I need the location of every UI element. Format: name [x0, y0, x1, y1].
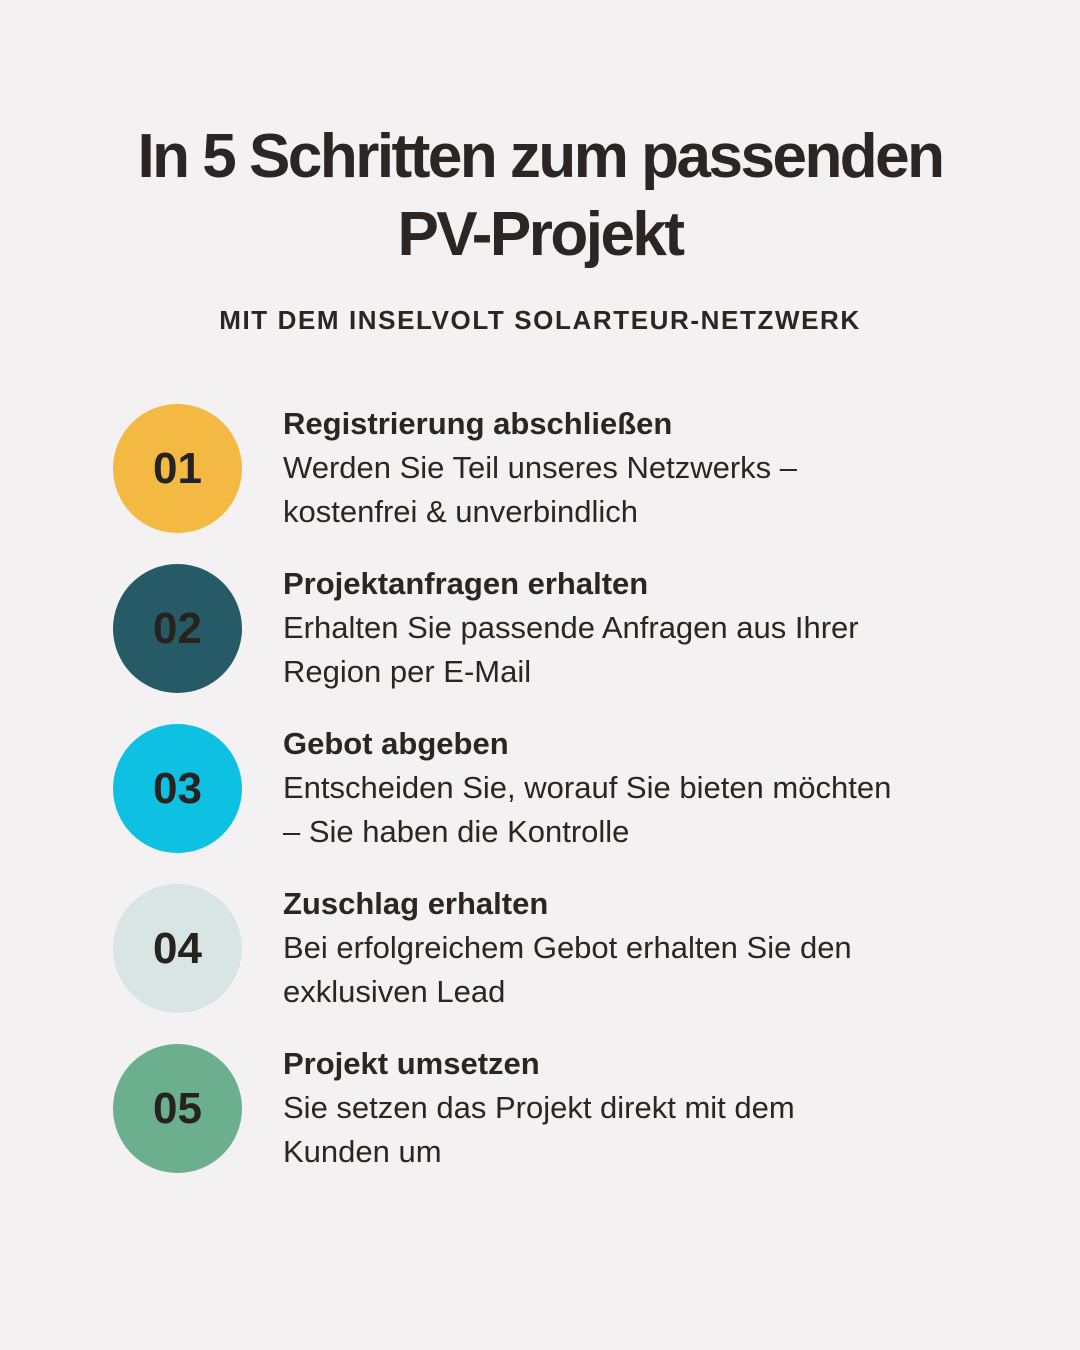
page-title-line-1: In 5 Schritten zum passenden — [137, 122, 945, 191]
steps-list: 01 Registrierung abschließen Werden Sie … — [113, 404, 1013, 1204]
step-title: Projekt umsetzen — [283, 1046, 540, 1081]
step-item-2: 02 Projektanfragen erhalten Erhalten Sie… — [113, 564, 1013, 724]
step-item-3: 03 Gebot abgeben Entscheiden Sie, worauf… — [113, 724, 1013, 884]
step-number-badge: 04 — [113, 884, 242, 1013]
step-description-line-1: Entscheiden Sie, worauf Sie bieten möcht… — [283, 770, 892, 805]
step-text: Registrierung abschließen Werden Sie Tei… — [283, 404, 1003, 534]
step-text: Projekt umsetzen Sie setzen das Projekt … — [283, 1044, 1003, 1174]
step-description-line-2: exklusiven Lead — [283, 974, 506, 1009]
page-title-line-2: PV-Projekt — [397, 200, 685, 269]
step-title: Zuschlag erhalten — [283, 886, 549, 921]
step-description-line-1: Sie setzen das Projekt direkt mit dem — [283, 1090, 795, 1125]
step-description-line-1: Werden Sie Teil unseres Netzwerks – — [283, 450, 798, 485]
step-item-1: 01 Registrierung abschließen Werden Sie … — [113, 404, 1013, 564]
step-number-badge: 01 — [113, 404, 242, 533]
step-number-badge: 03 — [113, 724, 242, 853]
step-description: Werden Sie Teil unseres Netzwerks – kost… — [283, 446, 1003, 534]
step-number-badge: 05 — [113, 1044, 242, 1173]
step-title: Registrierung abschließen — [283, 406, 673, 441]
step-description-line-1: Bei erfolgreichem Gebot erhalten Sie den — [283, 930, 852, 965]
step-description: Erhalten Sie passende Anfragen aus Ihrer… — [283, 606, 1003, 694]
step-title: Projektanfragen erhalten — [283, 566, 649, 601]
step-text: Gebot abgeben Entscheiden Sie, worauf Si… — [283, 724, 1003, 854]
page-title: In 5 Schritten zum passenden PV-Projekt — [0, 118, 1080, 274]
step-description-line-2: Region per E-Mail — [283, 654, 532, 689]
step-description-line-2: kostenfrei & unverbindlich — [283, 494, 638, 529]
step-number-badge: 02 — [113, 564, 242, 693]
step-description-line-2: Kunden um — [283, 1134, 442, 1169]
step-text: Zuschlag erhalten Bei erfolgreichem Gebo… — [283, 884, 1003, 1014]
step-item-5: 05 Projekt umsetzen Sie setzen das Proje… — [113, 1044, 1013, 1204]
step-description: Bei erfolgreichem Gebot erhalten Sie den… — [283, 926, 1003, 1014]
step-description: Sie setzen das Projekt direkt mit dem Ku… — [283, 1086, 1003, 1174]
page-subtitle: MIT DEM INSELVOLT SOLARTEUR-NETZWERK — [219, 305, 861, 335]
step-item-4: 04 Zuschlag erhalten Bei erfolgreichem G… — [113, 884, 1013, 1044]
step-description-line-1: Erhalten Sie passende Anfragen aus Ihrer — [283, 610, 859, 645]
step-text: Projektanfragen erhalten Erhalten Sie pa… — [283, 564, 1003, 694]
step-description: Entscheiden Sie, worauf Sie bieten möcht… — [283, 766, 1003, 854]
step-description-line-2: – Sie haben die Kontrolle — [283, 814, 630, 849]
step-title: Gebot abgeben — [283, 726, 509, 761]
